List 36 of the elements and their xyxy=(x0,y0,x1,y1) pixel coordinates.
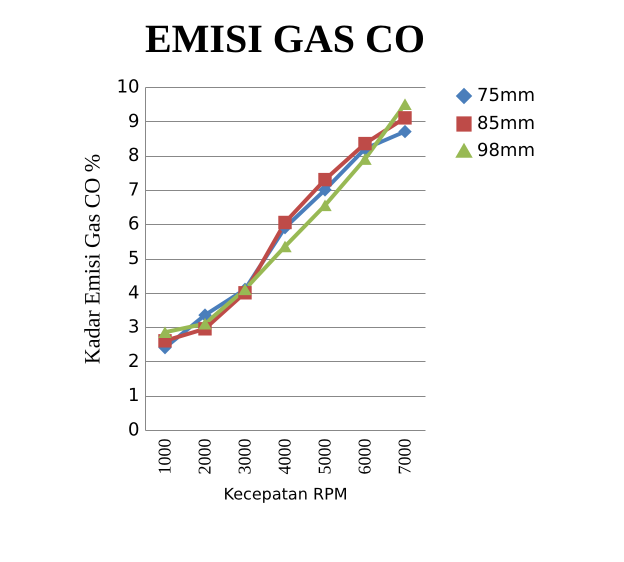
x-axis-title: Kecepatan RPM xyxy=(223,484,348,504)
y-tick-label: 8 xyxy=(128,145,140,166)
y-tick-label: 7 xyxy=(128,179,140,200)
point xyxy=(398,111,412,125)
x-tick-label: 1000 xyxy=(154,438,174,474)
x-tick-label: 2000 xyxy=(194,438,214,474)
point xyxy=(278,240,292,252)
y-tick-label: 4 xyxy=(128,282,140,304)
x-tick-label: 3000 xyxy=(234,438,254,474)
x-tick-label: 5000 xyxy=(314,438,334,474)
y-tick-label: 2 xyxy=(128,350,140,372)
x-tick-label: 4000 xyxy=(274,438,294,474)
legend-label: 75mm xyxy=(477,85,535,106)
legend-label: 85mm xyxy=(477,113,535,134)
y-tick-label: 9 xyxy=(128,110,140,132)
y-axis-title: Kadar Emisi Gas CO % xyxy=(80,154,105,364)
x-tick-label: 7000 xyxy=(394,438,414,474)
point xyxy=(198,308,212,322)
legend-label: 98mm xyxy=(477,140,535,161)
chart-title: EMISI GAS CO xyxy=(144,16,426,61)
x-tick-label: 6000 xyxy=(354,438,374,474)
point xyxy=(398,98,412,110)
y-tick-label: 0 xyxy=(128,420,140,440)
point xyxy=(278,216,292,230)
point xyxy=(318,200,332,212)
y-tick-label: 6 xyxy=(128,214,140,235)
point xyxy=(398,124,412,138)
y-tick-label: 10 xyxy=(116,76,140,98)
point xyxy=(358,136,372,150)
y-tick-label: 3 xyxy=(128,316,140,338)
point xyxy=(198,318,212,330)
point xyxy=(358,153,372,165)
point xyxy=(158,326,172,338)
y-tick-label: 5 xyxy=(128,248,140,269)
point xyxy=(318,172,332,186)
y-tick-label: 1 xyxy=(128,385,140,406)
